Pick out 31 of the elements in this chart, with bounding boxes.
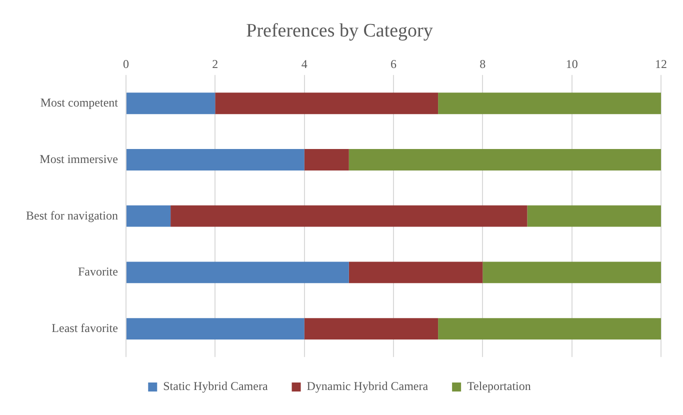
legend-label: Teleportation [467, 379, 531, 394]
y-tick-label: Least favorite [52, 320, 118, 335]
legend-label: Static Hybrid Camera [163, 379, 268, 394]
y-tick-label: Best for navigation [26, 208, 118, 222]
x-tick-label: 2 [212, 57, 218, 72]
bar [126, 92, 216, 114]
legend-label: Dynamic Hybrid Camera [306, 379, 429, 394]
bar [215, 92, 438, 114]
bar [126, 149, 304, 170]
y-tick-label: Most immersive [40, 152, 118, 166]
bar [527, 205, 661, 227]
chart-title: Preferences by Category [246, 20, 434, 42]
bar [482, 262, 661, 284]
bar [304, 149, 349, 170]
bar [348, 149, 661, 170]
bar [438, 318, 661, 340]
bar [438, 92, 661, 114]
bar [126, 262, 349, 284]
bar [348, 262, 483, 284]
bar [126, 205, 171, 227]
y-tick-label: Favorite [78, 264, 118, 279]
bar [170, 205, 528, 227]
x-tick-label: 10 [566, 57, 578, 72]
x-tick-label: 8 [480, 57, 486, 72]
y-tick-label: Most competent [40, 96, 119, 110]
x-tick-label: 0 [122, 57, 129, 72]
bar [126, 318, 304, 340]
x-tick-label: 4 [301, 57, 308, 72]
x-tick-label: 12 [655, 57, 667, 72]
bar [304, 318, 438, 340]
x-tick-label: 6 [390, 57, 396, 72]
